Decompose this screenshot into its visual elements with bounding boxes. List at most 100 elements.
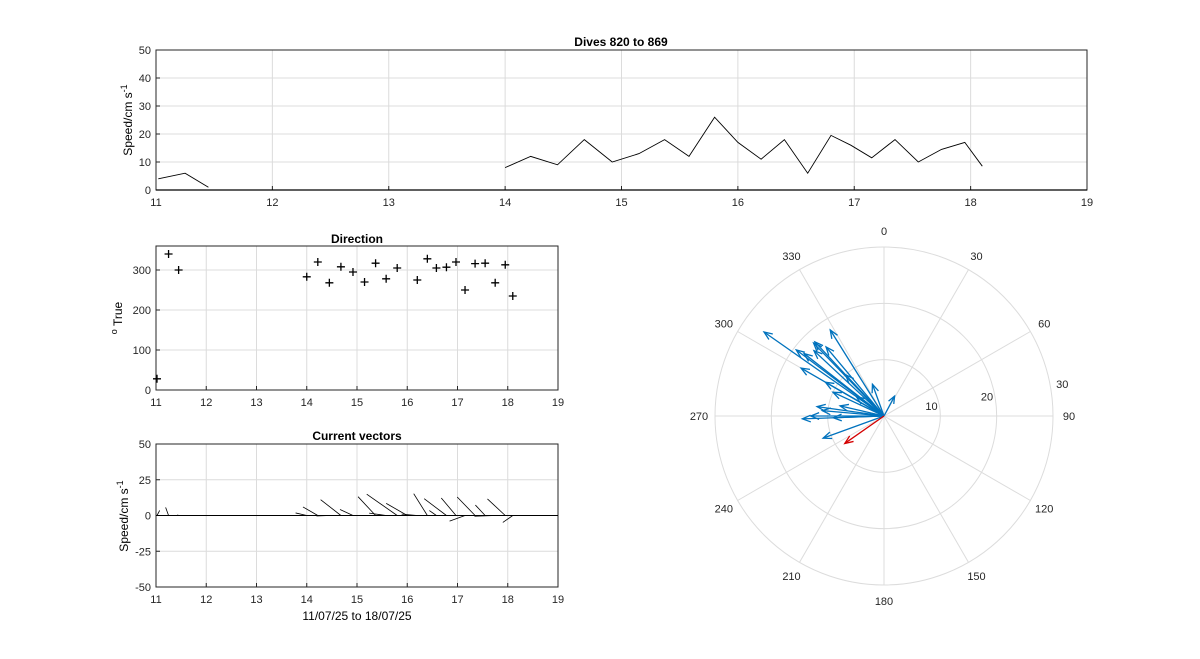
polar-arrow-head [820,407,832,416]
polar-arrow-shaft [871,384,885,417]
polar-arrow-shaft [845,374,885,417]
speed-series-line [504,116,983,175]
direction-point [501,260,510,269]
direction-xtick-label: 15 [351,397,363,409]
polar-arrow-head [888,394,896,405]
speed-ytick-label: 0 [145,185,151,197]
polar-angle-label: 120 [1035,504,1053,516]
direction-point [442,263,451,272]
polar-arrow-head [762,330,773,340]
direction-point [360,278,369,286]
polar-angle-label: 60 [1038,319,1050,331]
polar-arrow-shaft [813,350,885,417]
polar-arrow [799,367,885,417]
vector-ytick-label: 25 [139,475,151,487]
polar-spoke [883,269,969,417]
polar-arrow [844,373,885,417]
polar-spoke [883,415,1031,501]
current-vector [320,499,342,516]
vector-xtick-label: 16 [401,594,413,606]
vector-xtick-label: 19 [552,594,564,606]
direction-point [423,254,432,263]
vector-axes: 11 12 13 14 15 16 17 18 19 -50 -25 0 25 50 [135,439,564,606]
polar-arrow-head [824,345,835,356]
direction-point [164,250,173,258]
speed-xtick-label: 19 [1081,197,1093,209]
direction-point [382,274,391,283]
polar-arrow-shaft [800,367,885,417]
current-vector [502,515,514,523]
polar-arrow-head [854,395,866,405]
direction-xtick-label: 11 [150,397,161,409]
speed-xtick-label: 14 [499,197,511,209]
direction-point [348,268,357,276]
polar-angle-label: 330 [782,251,800,263]
polar-arrow-shaft [822,409,885,417]
speed-panel-ylabel: Speed/cm s-1 [119,84,135,155]
direction-point [371,259,380,268]
polar-angle-label: 150 [967,571,985,583]
polar-arrow-head [829,328,838,339]
polar-arrow-head [799,367,811,376]
speed-xtick-label: 13 [383,197,395,209]
polar-arrow-head [800,414,812,423]
current-vector [429,510,437,516]
polar-arrow-head [831,391,842,400]
polar-arrow [812,349,885,417]
direction-point [336,262,345,271]
speed-ytick-label: 50 [139,45,151,57]
vector-panel-ylabel: Speed/cm s-1 [115,480,131,551]
polar-arrow-head [838,403,850,412]
speed-xtick-label: 16 [732,197,744,209]
polar-arrow [871,382,885,417]
current-vector [456,496,476,516]
direction-xtick-label: 12 [200,397,212,409]
vector-xtick-label: 18 [502,594,514,606]
vector-panel-title: Current vectors [312,429,402,443]
polar-arrow [800,414,885,423]
polar-arrow-head [794,348,806,358]
direction-ytick-label: 300 [133,265,151,277]
direction-point [508,292,517,300]
direction-xtick-label: 18 [502,397,514,409]
speed-xtick-label: 17 [848,197,860,209]
direction-xtick-label: 14 [301,397,313,409]
direction-xtick-label: 16 [401,397,413,409]
direction-ytick-label: 0 [145,385,151,397]
current-vector [295,512,307,516]
polar-spoke [883,415,969,563]
polar-arrow [824,345,885,417]
direction-point [325,278,334,287]
speed-series-line [158,172,209,188]
polar-angle-label: 0 [881,226,887,238]
polar-arrow [838,403,885,417]
direction-xtick-label: 17 [451,397,463,409]
polar-arrow [831,391,885,417]
polar-arrow [794,348,885,417]
polar-angle-label: 90 [1063,411,1075,423]
direction-ytick-label: 100 [133,345,151,357]
polar-mean-arrow [843,415,885,445]
speed-xtick-label: 18 [965,197,977,209]
polar-radius-label: 10 [925,401,937,413]
polar-arrow [883,394,896,417]
polar-arrow-head [821,431,833,440]
direction-axes: 11 12 13 14 15 16 17 18 19 0 100 200 300 [133,245,564,409]
polar-arrow [820,407,885,417]
direction-point [302,272,311,281]
polar-angle-label: 180 [875,596,893,608]
current-vector [369,512,387,516]
current-vector [401,513,418,516]
polar-arrow [821,415,885,440]
current-vector [474,515,496,517]
polar-arrow-shaft [795,349,885,417]
polar-angle-label: 270 [690,411,708,423]
direction-frame [155,245,559,391]
polar-arrow-head [871,382,879,394]
vector-ytick-label: 0 [145,511,151,523]
polar-angle-label: 300 [715,319,733,331]
direction-point [481,259,490,268]
polar-arrow [877,412,885,417]
polar-arrow-head [877,412,882,416]
polar-arrow-head [812,341,823,352]
